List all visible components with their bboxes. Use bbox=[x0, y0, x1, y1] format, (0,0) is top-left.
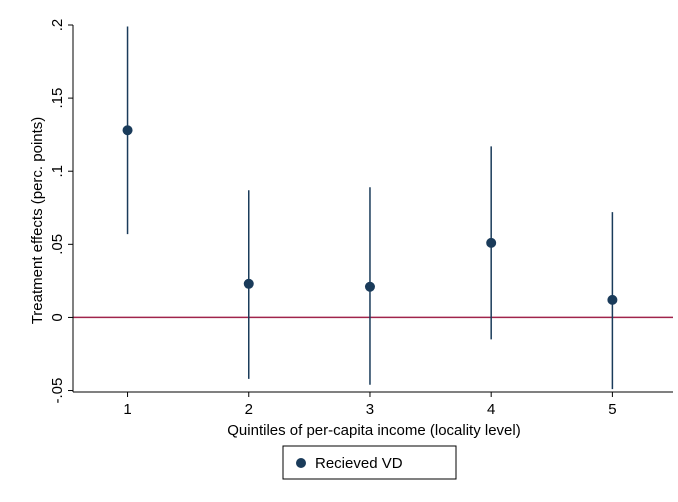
point-estimate bbox=[122, 125, 133, 136]
y-tick-label: .2 bbox=[49, 19, 66, 32]
point-estimate bbox=[607, 294, 618, 305]
x-tick-label: 2 bbox=[245, 401, 253, 418]
y-tick-label: .15 bbox=[49, 88, 66, 109]
y-axis-title: Treatment effects (perc. points) bbox=[29, 117, 46, 325]
x-tick-label: 1 bbox=[123, 401, 131, 418]
point-estimate bbox=[364, 281, 375, 292]
legend-marker bbox=[296, 458, 306, 468]
y-tick-label: .1 bbox=[49, 165, 66, 178]
legend: Recieved VD bbox=[282, 445, 457, 480]
x-tick-label: 4 bbox=[487, 401, 495, 418]
x-tick-label: 5 bbox=[608, 401, 616, 418]
y-tick-label: .05 bbox=[49, 234, 66, 255]
y-tick-label: -.05 bbox=[49, 378, 66, 404]
legend-box bbox=[282, 445, 457, 480]
x-axis-title: Quintiles of per-capita income (locality… bbox=[227, 422, 520, 439]
legend-label: Recieved VD bbox=[315, 455, 403, 472]
x-tick-label: 3 bbox=[366, 401, 374, 418]
point-estimate bbox=[486, 237, 497, 248]
y-tick-label: 0 bbox=[49, 313, 66, 321]
point-estimate bbox=[243, 278, 254, 289]
